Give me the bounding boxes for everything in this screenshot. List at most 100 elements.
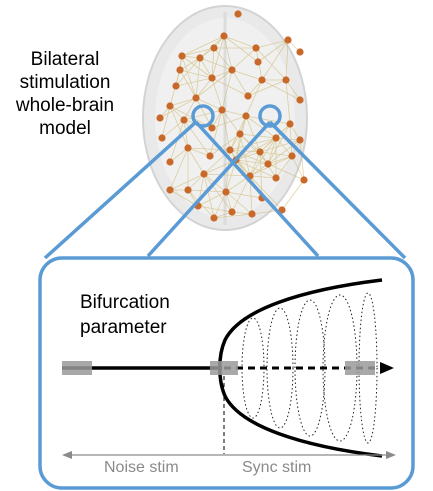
brain-label-line-4: model: [39, 118, 91, 139]
network-edge: [169, 97, 197, 107]
network-edge: [159, 97, 197, 119]
network-node: [228, 208, 236, 216]
network-edge: [245, 115, 277, 139]
network-node: [284, 36, 292, 44]
network-node: [254, 58, 262, 66]
network-edge: [199, 57, 233, 71]
network-edge: [281, 179, 305, 211]
brain-model-label: Bilateral stimulation whole-brain model: [0, 48, 130, 140]
network-edge: [203, 173, 233, 213]
network-node: [242, 112, 250, 120]
network-node: [264, 160, 272, 168]
network-edge: [221, 109, 231, 151]
network-edge: [285, 79, 301, 101]
network-edge: [245, 79, 263, 117]
bifurcation-diagram-icon: [62, 278, 396, 459]
network-edge: [209, 133, 241, 157]
network-edge: [161, 105, 171, 139]
network-edge: [225, 191, 253, 215]
network-node: [208, 124, 216, 132]
network-node: [278, 206, 286, 214]
network-edge: [223, 35, 259, 63]
network-edge: [249, 151, 261, 177]
bifurcation-point-marker: [210, 361, 238, 375]
network-edge: [249, 175, 283, 211]
noise-stim-label: Noise stim: [104, 459, 179, 476]
network-edge: [211, 77, 249, 97]
network-edge: [179, 57, 201, 71]
bifurcation-parameter-label: Bifurcation parameter: [80, 290, 170, 340]
network-edge: [211, 77, 223, 111]
param-label-line-1: Bifurcation: [80, 292, 170, 313]
network-edge: [267, 137, 277, 165]
network-edge: [221, 109, 247, 117]
network-edge: [259, 151, 263, 199]
network-node: [272, 174, 280, 182]
network-node: [180, 116, 188, 124]
network-edge: [203, 173, 251, 177]
network-edge: [249, 175, 277, 179]
network-node: [156, 114, 164, 122]
network-node: [296, 48, 304, 56]
network-edge: [179, 69, 213, 79]
network-edge: [169, 173, 205, 191]
network-edge: [259, 151, 293, 157]
network-node: [166, 102, 174, 110]
network-node: [220, 32, 228, 40]
network-edge: [169, 105, 189, 149]
network-edge: [259, 139, 301, 153]
network-node: [236, 130, 244, 138]
network-edge: [195, 97, 223, 111]
left-stimulation-site-marker: [191, 104, 215, 128]
param-label-line-2: parameter: [80, 317, 167, 338]
network-node: [226, 146, 234, 154]
network-node: [196, 54, 204, 62]
network-edge: [257, 39, 289, 63]
double-arrow-icon: [62, 451, 396, 459]
network-edge: [203, 173, 215, 219]
network-node: [258, 76, 266, 84]
network-edge: [235, 133, 241, 161]
network-edge: [267, 139, 301, 165]
network-edge: [197, 205, 233, 213]
network-edge: [291, 155, 305, 181]
network-edge: [187, 147, 211, 157]
network-node: [286, 120, 294, 128]
network-edge: [181, 55, 197, 99]
right-stimulation-site-marker: [258, 104, 282, 128]
network-node: [210, 214, 218, 222]
network-node: [184, 186, 192, 194]
network-edge: [211, 115, 247, 129]
network-edge: [245, 115, 261, 153]
network-node: [288, 152, 296, 160]
network-edge: [235, 151, 261, 161]
network-node: [222, 188, 230, 196]
network-edge: [261, 39, 289, 81]
network-edge: [213, 191, 227, 219]
brain-label-line-1: Bilateral: [30, 49, 100, 70]
network-edge: [267, 155, 293, 165]
network-node: [208, 74, 216, 82]
network-edge: [229, 149, 251, 177]
network-node: [178, 52, 186, 60]
network-edge: [231, 47, 257, 71]
network-edge: [229, 137, 277, 151]
network-node: [282, 76, 290, 84]
network-node: [234, 10, 242, 18]
network-edge: [183, 119, 211, 157]
network-edge: [255, 39, 289, 49]
network-node: [206, 152, 214, 160]
network-edge: [211, 47, 215, 79]
network-edge: [239, 133, 269, 165]
network-edge: [169, 189, 199, 207]
network-edge: [221, 109, 241, 135]
sync-stim-label: Sync stim: [242, 459, 312, 476]
network-node: [184, 144, 192, 152]
network-node: [256, 148, 264, 156]
brain-label-line-2: stimulation: [19, 72, 111, 93]
network-edge: [187, 173, 205, 191]
sync-stim-marker-right: [345, 361, 375, 375]
network-edge: [249, 155, 293, 177]
network-edge: [209, 109, 223, 157]
network-edge: [213, 47, 233, 71]
